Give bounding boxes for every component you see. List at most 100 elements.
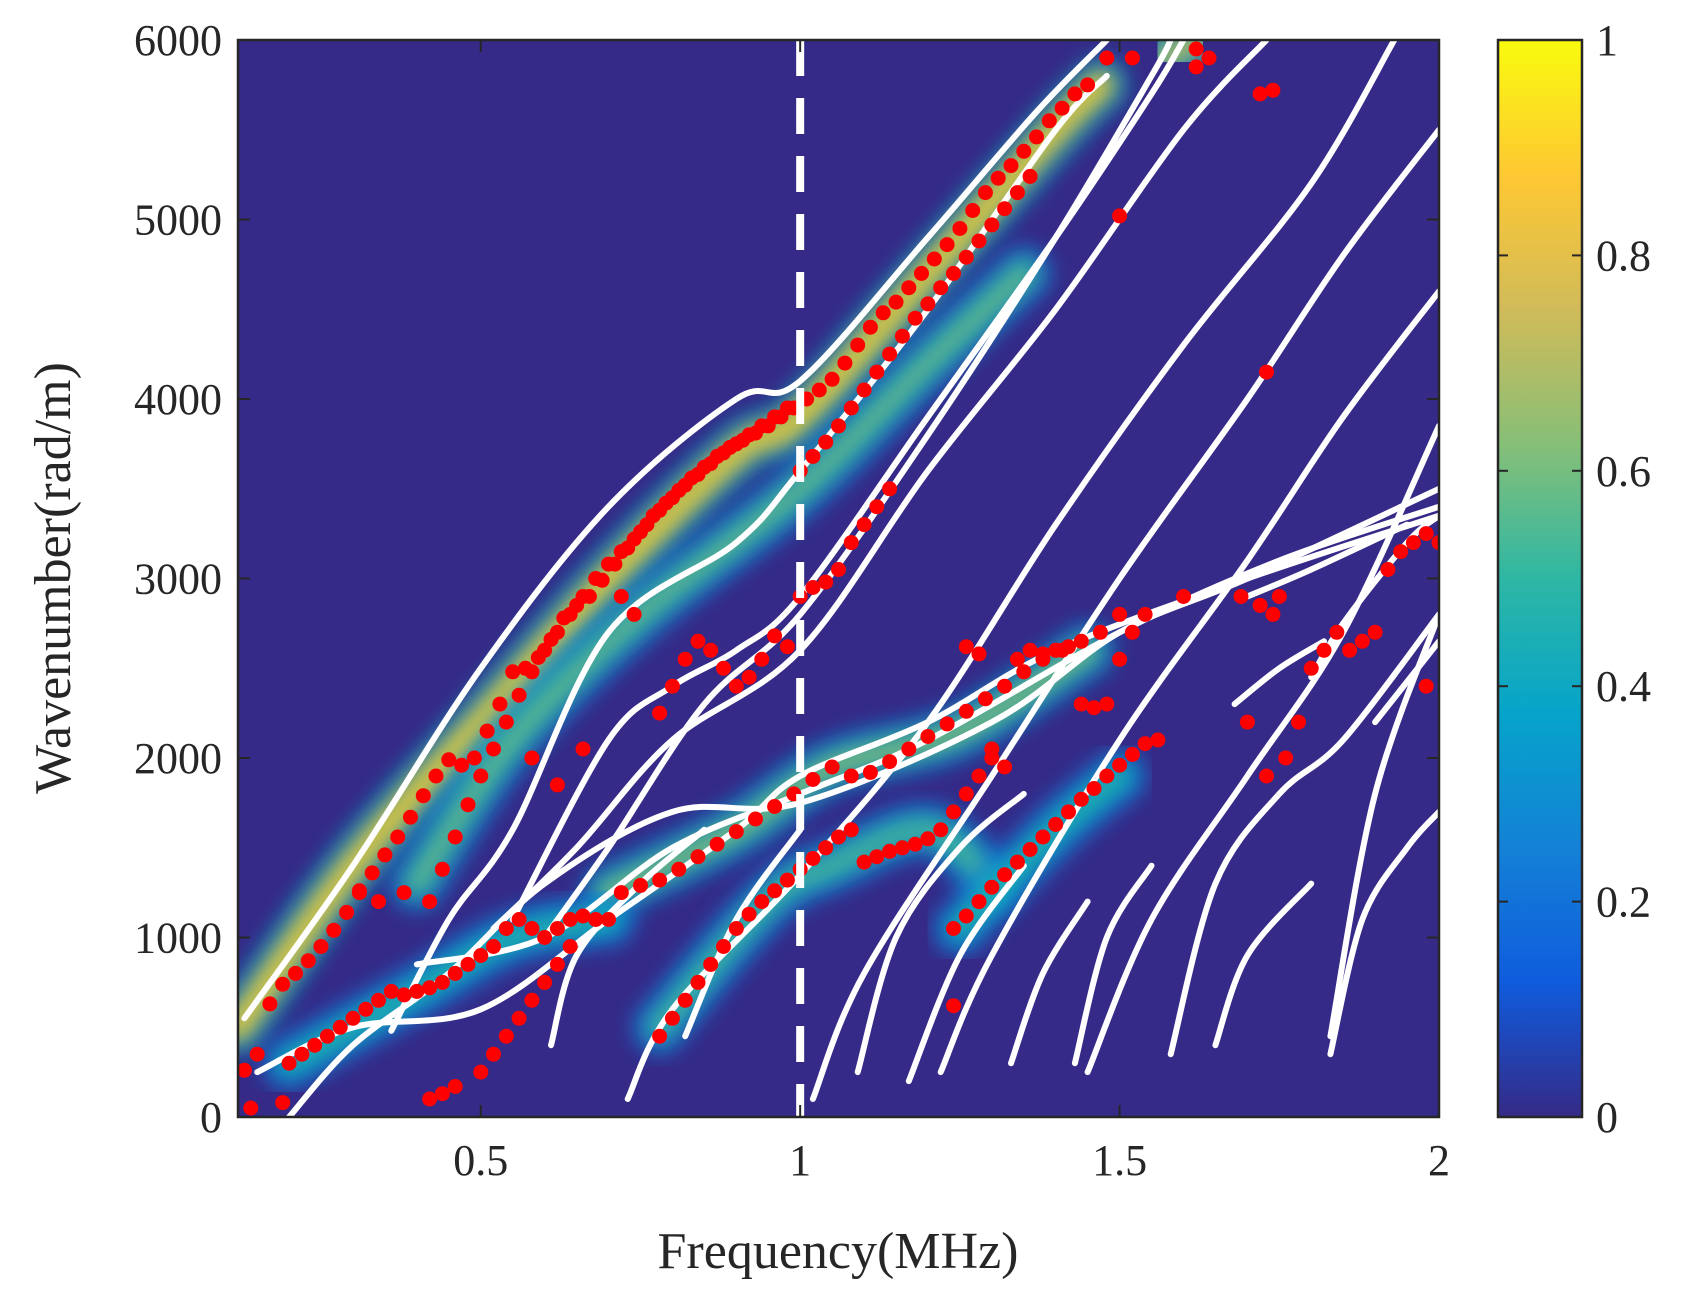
data-point (1239, 714, 1255, 730)
data-point (1009, 185, 1025, 201)
data-point (626, 606, 642, 622)
data-point (869, 499, 885, 515)
data-point (1367, 624, 1383, 640)
data-point (1252, 597, 1268, 613)
data-point (415, 788, 431, 804)
data-point (537, 930, 553, 945)
data-point (1303, 660, 1319, 676)
data-point (1048, 816, 1064, 832)
data-point (958, 786, 974, 802)
y-tick-label: 2000 (134, 734, 222, 783)
theory-curve-7 (254, 512, 1439, 1076)
data-point (1003, 158, 1019, 174)
data-point (1092, 624, 1108, 640)
x-tick-label: 1 (789, 1136, 811, 1185)
x-tick-label: 1.5 (1092, 1136, 1147, 1185)
data-point (1265, 606, 1281, 622)
data-point (1073, 791, 1089, 807)
data-point (447, 1079, 463, 1094)
data-point (741, 906, 757, 922)
data-point (434, 974, 450, 990)
data-point (447, 829, 463, 845)
data-point (313, 939, 329, 954)
data-point (1067, 86, 1083, 102)
data-point (1035, 829, 1051, 845)
data-point (958, 703, 974, 719)
data-point (901, 280, 917, 296)
theory-curve-14 (1327, 808, 1439, 1058)
data-point (1048, 642, 1064, 658)
data-point (1124, 624, 1140, 640)
data-point (238, 1062, 252, 1078)
data-point (434, 861, 450, 877)
data-point (486, 1046, 501, 1062)
data-point (664, 678, 680, 694)
data-point (677, 992, 693, 1008)
data-point (633, 877, 648, 893)
data-point (371, 992, 386, 1008)
data-point (319, 1028, 335, 1044)
data-point (275, 1095, 291, 1111)
data-point (946, 998, 961, 1014)
x-tick-label: 0.5 (453, 1136, 508, 1185)
data-point (997, 201, 1013, 217)
data-point (831, 418, 846, 434)
data-point (511, 912, 527, 927)
data-point (1329, 624, 1345, 640)
data-point (652, 872, 668, 888)
theory-curve-1 (241, 40, 1110, 1022)
colorbar-tick-label: 0.6 (1596, 447, 1651, 496)
data-point (345, 1010, 361, 1026)
data-point (716, 939, 731, 954)
data-point (997, 678, 1013, 694)
x-axis: 0.5 1 1.5 2 (453, 40, 1450, 1185)
data-point (843, 535, 859, 551)
data-point (894, 328, 910, 344)
data-point (1342, 642, 1358, 658)
data-point (933, 280, 949, 296)
data-point (856, 517, 872, 533)
data-point (1124, 50, 1140, 66)
data-point (307, 1037, 323, 1053)
theory-curve-19 (1008, 898, 1091, 1067)
data-point (652, 502, 668, 518)
data-point (371, 894, 386, 910)
data-point (1009, 854, 1025, 870)
data-point (358, 1001, 374, 1017)
theory-curve-16 (682, 826, 804, 1040)
data-point (524, 992, 540, 1008)
theory-curve-12 (1084, 422, 1439, 1076)
data-point (843, 768, 859, 784)
data-point (626, 531, 642, 547)
data-point (831, 829, 846, 845)
data-point (428, 768, 444, 784)
data-point (275, 976, 291, 992)
data-point (294, 1046, 310, 1062)
data-point (1233, 589, 1249, 604)
data-point (958, 639, 974, 655)
theory-curve-17 (854, 790, 1027, 1076)
data-point (537, 974, 553, 990)
data-point (403, 809, 418, 825)
data-point (249, 1046, 265, 1062)
data-point (1418, 678, 1434, 694)
data-point (1022, 842, 1038, 857)
theory-curve-8 (490, 40, 1270, 932)
data-point (422, 1091, 438, 1107)
data-point (300, 953, 316, 969)
plot-area (238, 40, 1439, 1117)
data-point (984, 741, 1000, 757)
data-point (779, 400, 795, 416)
data-point (990, 170, 1006, 186)
data-point (958, 249, 974, 265)
data-point (824, 371, 840, 387)
data-point (754, 651, 770, 667)
data-point (958, 908, 974, 924)
data-point (1201, 50, 1217, 66)
data-point (907, 836, 923, 852)
data-point (882, 346, 898, 362)
data-point (1380, 562, 1396, 577)
data-point (1029, 129, 1044, 145)
data-point (562, 912, 578, 927)
data-point (805, 851, 821, 866)
